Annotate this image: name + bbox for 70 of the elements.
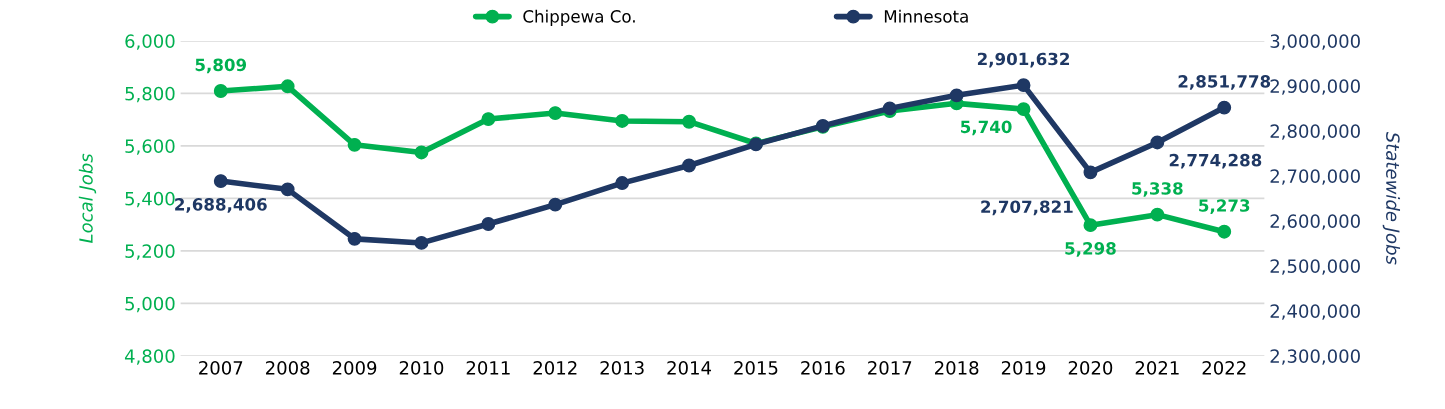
- x-tick-label: 2017: [868, 361, 912, 375]
- x-tick-label: 2011: [466, 361, 510, 375]
- point: [615, 113, 630, 128]
- point: [548, 197, 563, 212]
- point: [481, 112, 496, 127]
- x-tick-label: 2022: [1202, 361, 1246, 375]
- y2-tick-label: 3,000,000: [1270, 34, 1360, 50]
- point: [280, 79, 295, 94]
- point: [280, 182, 295, 197]
- data-label: 2,901,632: [977, 52, 1070, 68]
- point: [1016, 102, 1031, 117]
- point: [414, 235, 429, 250]
- point: [1217, 224, 1232, 239]
- data-label: 5,298: [1065, 242, 1116, 257]
- y2-tick-label: 2,800,000: [1270, 124, 1360, 140]
- point: [347, 137, 362, 152]
- y2-tick-label: 2,400,000: [1270, 304, 1360, 320]
- point: [213, 174, 228, 189]
- y-tick-label: 4,800: [124, 349, 175, 365]
- point: [481, 217, 496, 231]
- point: [1083, 165, 1098, 180]
- y-axis-title: Local Jobs: [78, 153, 97, 243]
- y2-tick-label: 2,600,000: [1270, 214, 1360, 230]
- x-tick-label: 2009: [332, 361, 377, 375]
- y-tick-label: 5,600: [125, 139, 175, 155]
- point: [1150, 135, 1165, 150]
- data-label: 5,338: [1132, 182, 1183, 197]
- y-tick-label: 5,000: [125, 296, 175, 313]
- legend-label: Minnesota: [884, 9, 968, 23]
- x-tick-label: 2018: [934, 361, 979, 375]
- y-tick-label: 5,800: [125, 86, 175, 103]
- x-tick-label: 2008: [266, 361, 310, 375]
- y-tick-label: 5,400: [125, 191, 175, 208]
- point: [682, 114, 696, 129]
- y-tick-label: 6,000: [125, 34, 175, 50]
- data-label: 2,707,821: [981, 200, 1073, 216]
- x-tick-label: 2016: [801, 361, 845, 375]
- x-tick-label: 2010: [399, 361, 444, 375]
- data-label: 2,774,288: [1169, 153, 1262, 169]
- legend-label: Chippewa Co.: [523, 9, 635, 26]
- y2-tick-label: 2,900,000: [1270, 79, 1360, 95]
- point: [1217, 100, 1232, 115]
- y-tick-label: 5,200: [125, 244, 175, 260]
- point: [347, 231, 362, 246]
- data-label: 5,740: [961, 120, 1012, 136]
- y2-tick-label: 2,700,000: [1270, 169, 1360, 185]
- data-label: 2,851,778: [1178, 75, 1271, 90]
- point: [1150, 207, 1165, 222]
- y2-axis-title: Statewide Jobs: [1382, 131, 1401, 265]
- point: [615, 176, 630, 191]
- point: [1083, 218, 1098, 233]
- x-tick-label: 2013: [600, 361, 644, 375]
- point: [414, 145, 429, 160]
- data-label: 2,688,406: [175, 198, 267, 213]
- point: [1016, 78, 1031, 93]
- x-tick-label: 2007: [199, 361, 243, 375]
- y2-tick-label: 2,300,000: [1270, 349, 1360, 365]
- x-tick-label: 2015: [734, 361, 778, 375]
- x-tick-label: 2014: [667, 361, 712, 375]
- x-tick-label: 2019: [1001, 361, 1046, 375]
- point: [682, 158, 696, 173]
- data-label: 5,809: [195, 58, 247, 74]
- x-tick-label: 2021: [1135, 361, 1179, 375]
- point: [949, 88, 964, 103]
- x-tick-label: 2020: [1068, 361, 1113, 375]
- data-label: 5,273: [1199, 199, 1250, 214]
- y2-tick-label: 2,500,000: [1270, 259, 1360, 275]
- x-tick-label: 2012: [533, 361, 577, 375]
- point: [548, 106, 563, 121]
- point: [213, 84, 228, 98]
